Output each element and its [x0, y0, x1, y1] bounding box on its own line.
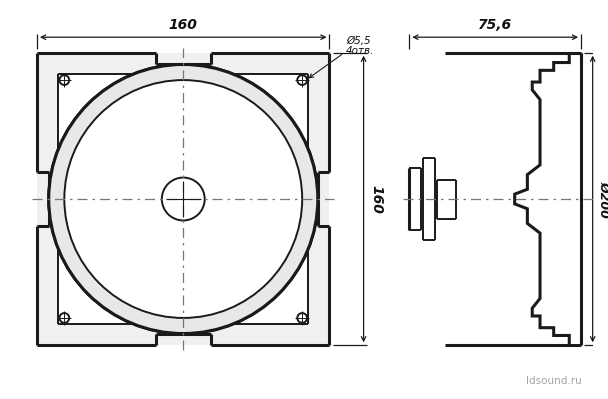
- Text: Ø200: Ø200: [598, 181, 608, 217]
- Text: 75,6: 75,6: [478, 18, 513, 32]
- Bar: [58, 74, 308, 324]
- Circle shape: [297, 75, 307, 85]
- Text: ldsound.ru: ldsound.ru: [526, 376, 582, 386]
- Circle shape: [162, 178, 205, 221]
- Text: 160: 160: [169, 18, 198, 32]
- Circle shape: [60, 313, 69, 323]
- Text: 4отв.: 4отв.: [346, 46, 375, 56]
- Text: 160: 160: [370, 185, 384, 213]
- Text: Ø5,5: Ø5,5: [346, 36, 371, 46]
- Circle shape: [297, 313, 307, 323]
- Circle shape: [64, 80, 302, 318]
- Circle shape: [60, 75, 69, 85]
- Bar: [37, 53, 330, 345]
- Circle shape: [49, 65, 318, 334]
- Circle shape: [49, 65, 318, 334]
